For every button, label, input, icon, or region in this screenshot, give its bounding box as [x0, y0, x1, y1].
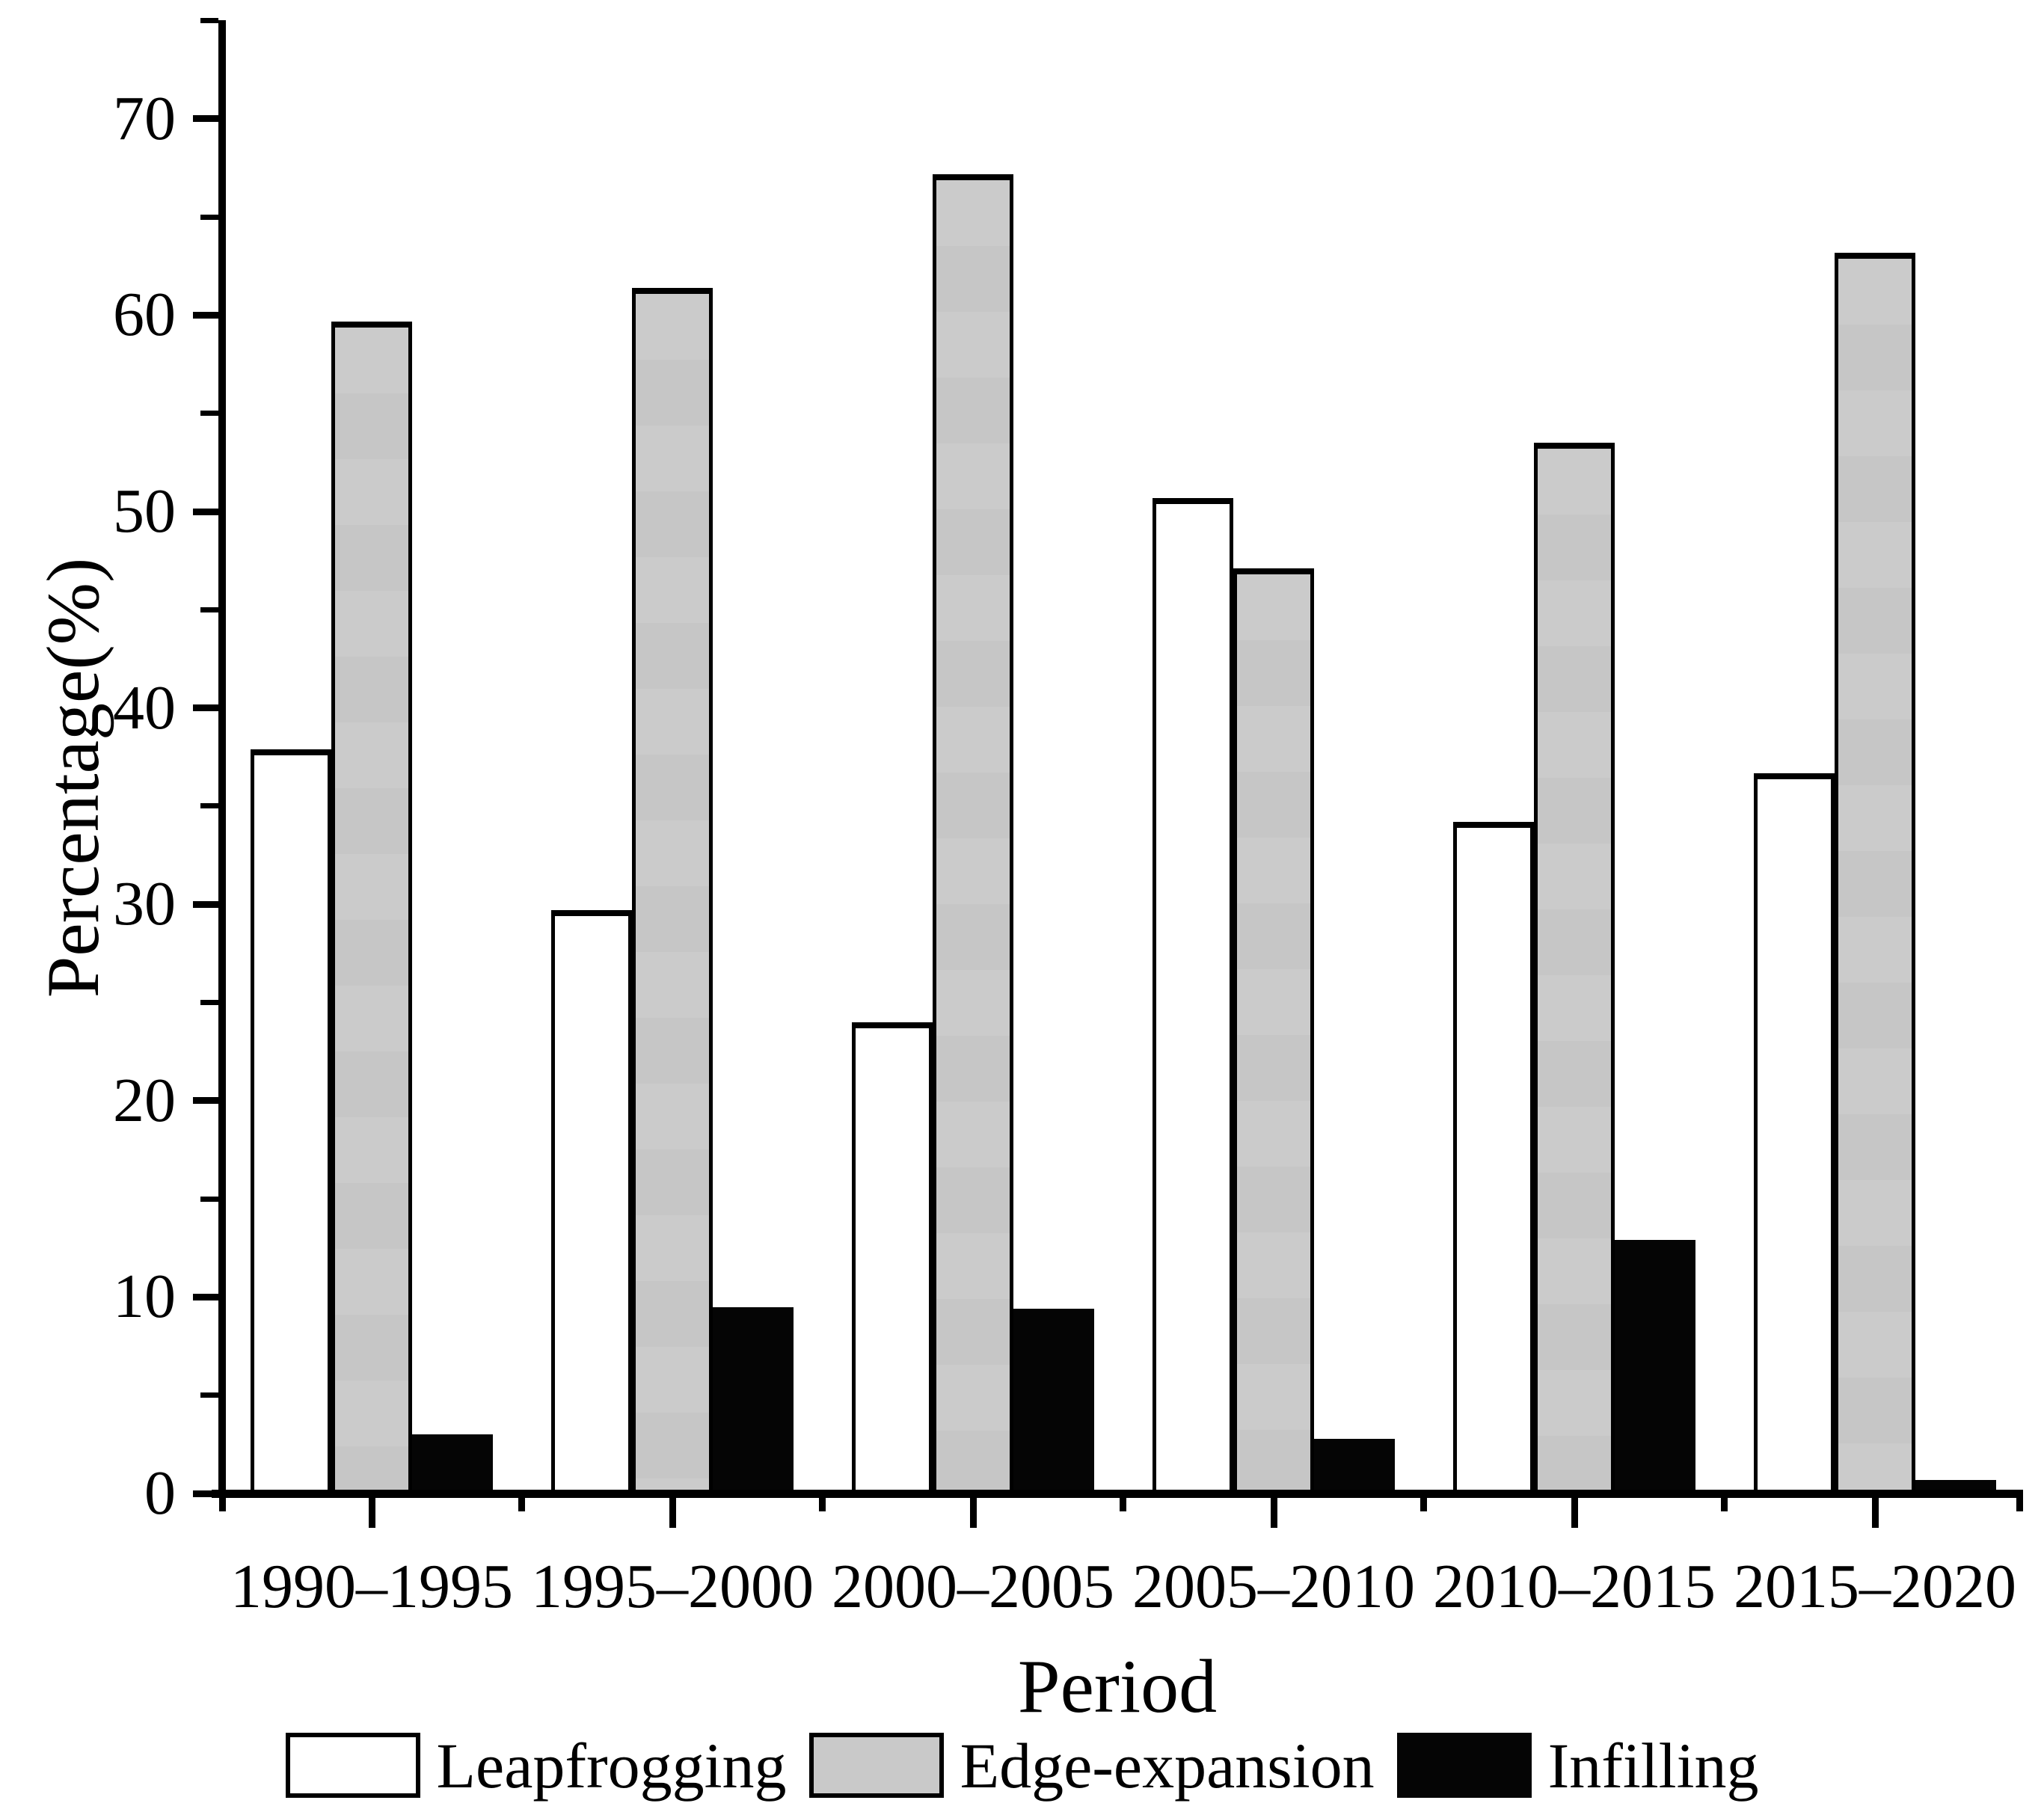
y-tick-label-50: 50	[113, 476, 176, 546]
x-major-tick-2010-2015	[1571, 1498, 1578, 1528]
legend-label-leapfrogging: Leapfrogging	[436, 1729, 787, 1802]
x-tick-label-2010-2015: 2010–2015	[1433, 1552, 1716, 1621]
x-minor-tick-right	[2016, 1498, 2023, 1511]
legend-swatch-leapfrogging	[285, 1733, 420, 1798]
x-major-tick-2005-2010	[1270, 1498, 1277, 1528]
y-minor-tick-65	[200, 214, 218, 220]
legend: Leapfrogging Edge-expansion Infilling	[0, 1720, 2044, 1811]
x-axis-title: Period	[1017, 1645, 1218, 1729]
bar-leapfrogging-2000-2005	[852, 1022, 933, 1490]
legend-swatch-infilling	[1396, 1733, 1532, 1798]
y-minor-tick-35	[200, 803, 218, 809]
y-minor-tick-45	[200, 606, 218, 612]
y-major-tick-60	[193, 311, 218, 319]
legend-label-infilling: Infilling	[1547, 1729, 1759, 1802]
y-major-tick-10	[193, 1293, 218, 1300]
x-axis-line	[212, 1490, 2023, 1498]
bar-edge-expansion-1995-2000	[632, 288, 713, 1490]
y-tick-label-40: 40	[113, 672, 176, 743]
y-axis-line	[218, 20, 226, 1498]
x-tick-label-2000-2005: 2000–2005	[832, 1552, 1114, 1621]
y-minor-tick-5	[200, 1392, 218, 1398]
x-minor-tick-4	[1420, 1498, 1427, 1511]
x-major-tick-2000-2005	[969, 1498, 977, 1528]
y-major-tick-40	[193, 704, 218, 712]
y-minor-tick-15	[200, 1196, 218, 1202]
bar-edge-expansion-2015-2020	[1835, 253, 1915, 1490]
x-minor-tick-1	[518, 1498, 525, 1511]
y-tick-label-10: 10	[113, 1262, 176, 1332]
x-minor-tick-2	[819, 1498, 826, 1511]
bar-edge-expansion-1990-1995	[331, 322, 412, 1490]
x-tick-label-2005-2010: 2005–2010	[1132, 1552, 1415, 1621]
bar-edge-expansion-2000-2005	[933, 174, 1013, 1490]
bar-infilling-2005-2010	[1314, 1439, 1395, 1490]
y-minor-tick-55	[200, 411, 218, 417]
y-tick-label-0: 0	[144, 1458, 176, 1528]
legend-label-edge-expansion: Edge-expansion	[960, 1729, 1375, 1802]
y-tick-label-60: 60	[113, 280, 176, 350]
y-major-tick-0	[193, 1490, 218, 1497]
bar-infilling-1990-1995	[412, 1434, 493, 1490]
y-major-tick-50	[193, 508, 218, 515]
x-tick-label-2015-2020: 2015–2020	[1734, 1552, 2016, 1621]
bar-infilling-2015-2020	[1915, 1480, 1996, 1490]
bar-leapfrogging-1995-2000	[551, 910, 632, 1490]
bar-leapfrogging-1990-1995	[251, 749, 331, 1490]
y-major-tick-30	[193, 900, 218, 908]
bar-edge-expansion-2005-2010	[1233, 568, 1314, 1490]
y-tick-label-20: 20	[113, 1065, 176, 1135]
x-minor-tick-3	[1120, 1498, 1126, 1511]
y-major-tick-70	[193, 115, 218, 123]
legend-item-edge-expansion: Edge-expansion	[808, 1728, 1375, 1803]
x-major-tick-2015-2020	[1871, 1498, 1879, 1528]
legend-item-leapfrogging: Leapfrogging	[285, 1728, 787, 1803]
y-minor-tick-75	[200, 18, 218, 23]
x-tick-label-1990-1995: 1990–1995	[230, 1552, 513, 1621]
bar-infilling-2010-2015	[1615, 1240, 1695, 1490]
y-major-tick-20	[193, 1097, 218, 1105]
x-major-tick-1990-1995	[368, 1498, 375, 1528]
y-tick-label-30: 30	[113, 869, 176, 939]
legend-item-infilling: Infilling	[1396, 1728, 1759, 1803]
bar-leapfrogging-2010-2015	[1453, 822, 1534, 1490]
legend-swatch-edge-expansion	[808, 1733, 944, 1798]
bar-edge-expansion-2010-2015	[1534, 443, 1615, 1490]
bar-infilling-2000-2005	[1013, 1309, 1094, 1490]
bar-infilling-1995-2000	[713, 1307, 794, 1490]
y-tick-label-70: 70	[113, 83, 176, 153]
bar-leapfrogging-2005-2010	[1153, 498, 1233, 1490]
x-major-tick-1995-2000	[669, 1498, 676, 1528]
x-tick-label-1995-2000: 1995–2000	[531, 1552, 814, 1621]
y-minor-tick-25	[200, 1000, 218, 1005]
x-minor-tick-5	[1721, 1498, 1728, 1511]
bar-leapfrogging-2015-2020	[1754, 773, 1835, 1490]
x-minor-tick-left	[218, 1498, 226, 1511]
